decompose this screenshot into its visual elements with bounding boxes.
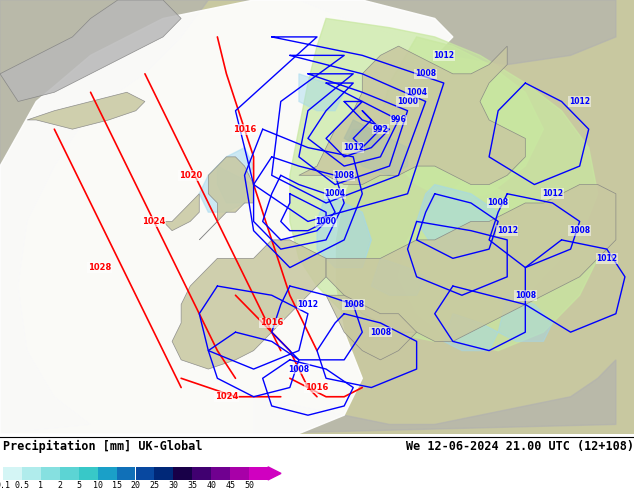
Polygon shape [0,0,181,101]
Text: 1008: 1008 [342,300,364,309]
Text: 1012: 1012 [569,97,590,106]
Polygon shape [0,0,209,434]
Text: 1008: 1008 [569,226,590,235]
Polygon shape [0,0,453,434]
Bar [155,467,173,480]
Bar [136,467,155,480]
Polygon shape [172,240,326,369]
Text: 0.5: 0.5 [15,482,29,490]
Polygon shape [268,467,281,480]
Text: 1000: 1000 [397,97,418,106]
Polygon shape [209,0,616,65]
Text: 1024: 1024 [142,217,165,226]
Polygon shape [199,157,254,240]
Text: 20: 20 [131,482,141,490]
Text: 1020: 1020 [179,171,202,180]
Text: 1016: 1016 [306,383,328,392]
Polygon shape [326,185,616,342]
Text: 10: 10 [93,482,103,490]
Text: 1008: 1008 [333,171,355,180]
Text: We 12-06-2024 21.00 UTC (12+108): We 12-06-2024 21.00 UTC (12+108) [406,440,634,453]
Bar [22,467,41,480]
Polygon shape [372,258,425,295]
Text: 1012: 1012 [597,254,618,263]
Text: 1008: 1008 [515,291,536,300]
Text: 35: 35 [187,482,197,490]
Bar [211,467,230,480]
Text: 1016: 1016 [260,318,283,327]
Text: 50: 50 [244,482,254,490]
Text: 1012: 1012 [542,189,563,198]
Polygon shape [444,314,498,351]
Bar [230,467,249,480]
Text: 2: 2 [57,482,62,490]
Text: 1028: 1028 [88,263,111,272]
Bar [79,467,98,480]
Bar [192,467,211,480]
Text: 1008: 1008 [415,69,436,78]
Text: 1004: 1004 [406,88,427,97]
Polygon shape [344,129,408,175]
Polygon shape [344,120,380,147]
Text: 45: 45 [225,482,235,490]
Text: 30: 30 [169,482,178,490]
Text: 1012: 1012 [496,226,518,235]
Polygon shape [498,295,552,342]
Polygon shape [317,194,372,268]
Text: 1008: 1008 [288,365,309,373]
Text: 1004: 1004 [325,189,346,198]
Text: 0.1: 0.1 [0,482,11,490]
Text: 1012: 1012 [297,300,318,309]
Bar [173,467,192,480]
Text: 1024: 1024 [215,392,238,401]
Text: 1012: 1012 [343,143,364,152]
Polygon shape [254,360,616,434]
Bar [98,467,117,480]
Polygon shape [326,295,417,360]
Bar [60,467,79,480]
Polygon shape [399,175,598,351]
Bar [249,467,268,480]
Polygon shape [290,19,598,342]
Text: 25: 25 [150,482,159,490]
Text: Precipitation [mm] UK-Global: Precipitation [mm] UK-Global [3,440,202,453]
Text: 40: 40 [206,482,216,490]
Text: 15: 15 [112,482,122,490]
Polygon shape [417,185,498,258]
Text: 1: 1 [39,482,43,490]
Polygon shape [299,74,344,111]
Bar [3,467,22,480]
Bar [41,467,60,480]
Text: 992: 992 [373,124,388,134]
Bar [117,467,136,480]
Polygon shape [0,0,634,434]
Text: 996: 996 [391,116,406,124]
Text: 5: 5 [76,482,81,490]
Polygon shape [163,194,199,231]
Polygon shape [299,46,526,185]
Polygon shape [380,37,543,203]
Text: 1008: 1008 [370,328,391,337]
Text: 1012: 1012 [433,51,455,60]
Text: 1008: 1008 [488,198,508,207]
Polygon shape [199,147,254,212]
Polygon shape [217,166,254,203]
Text: 1000: 1000 [316,217,337,226]
Polygon shape [27,92,145,129]
Text: 1016: 1016 [233,124,256,134]
